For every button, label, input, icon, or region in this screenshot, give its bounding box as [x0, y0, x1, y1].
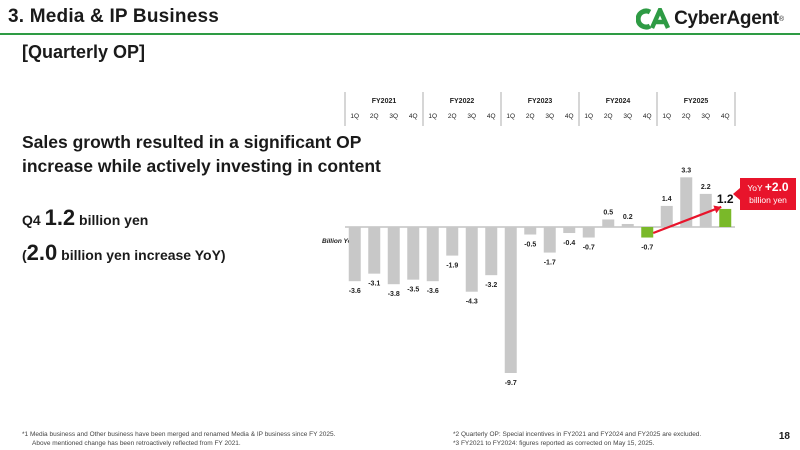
q4-yoy-result: (2.0 billion yen increase YoY): [22, 240, 226, 266]
quarter-label: 2Q: [682, 113, 691, 120]
quarter-label: 4Q: [409, 113, 418, 120]
footnote-right: *2 Quarterly OP: Special incentives in F…: [453, 430, 701, 448]
section-title: [Quarterly OP]: [22, 42, 146, 62]
badge-line-1: YoY +2.0: [740, 181, 796, 194]
company-logo: CyberAgent ®: [636, 8, 784, 30]
bar: [485, 227, 498, 276]
footnote-left-line-1: *1 Media business and Other business hav…: [22, 431, 336, 438]
yoy-badge: YoY +2.0 billion yen: [733, 178, 796, 210]
data-label: -1.9: [446, 263, 458, 270]
quarter-label: 4Q: [565, 113, 574, 120]
quarter-label: 1Q: [584, 113, 593, 120]
current-value-label: 1.2: [717, 192, 734, 206]
yoy-arrow-line: [652, 205, 722, 235]
bar: [446, 227, 459, 256]
title-divider: [0, 33, 800, 35]
q4-suffix: billion yen: [75, 212, 149, 228]
quarter-label: 3Q: [389, 113, 398, 120]
fiscal-year-label: FY2023: [528, 98, 553, 105]
quarter-label: 4Q: [721, 113, 730, 120]
badge-line-2: billion yen: [749, 195, 787, 205]
data-label: -3.2: [485, 282, 497, 289]
quarter-label: 2Q: [526, 113, 535, 120]
bar: [524, 227, 537, 235]
q4-value: 1.2: [44, 205, 76, 230]
quarter-label: 1Q: [350, 113, 359, 120]
bar: [621, 223, 634, 227]
footnote-right-line-2: *3 FY2021 to FY2024: figures reported as…: [453, 440, 655, 447]
badge-prefix: YoY: [747, 183, 765, 193]
data-label: 0.2: [623, 214, 633, 221]
yoy-arrow-head: [713, 205, 722, 214]
q4-prefix: Q4: [22, 212, 45, 228]
quarter-label: 2Q: [604, 113, 613, 120]
data-label: 0.5: [603, 209, 613, 216]
logo-text: CyberAgent: [674, 8, 779, 29]
data-label: -0.4: [563, 240, 575, 247]
logo-registered-mark: ®: [778, 15, 784, 23]
bar: [699, 193, 712, 227]
data-label: -3.1: [368, 281, 380, 288]
quarter-label: 3Q: [701, 113, 710, 120]
quarter-label: 2Q: [448, 113, 457, 120]
data-label: 3.3: [681, 167, 691, 174]
quarter-label: 3Q: [467, 113, 476, 120]
bar: [504, 227, 517, 373]
data-label: -3.6: [349, 288, 361, 295]
bar: [465, 227, 478, 292]
quarter-label: 1Q: [506, 113, 515, 120]
quarter-label: 1Q: [662, 113, 671, 120]
yoy-open: (: [22, 247, 27, 263]
bar: [660, 205, 673, 227]
bar: [407, 227, 420, 280]
cyberagent-logo-icon: [636, 8, 671, 30]
fiscal-year-label: FY2021: [372, 98, 397, 105]
bar: [641, 227, 654, 238]
bar: [602, 219, 615, 227]
bar: [426, 227, 439, 282]
bar: [348, 227, 361, 282]
q4-result: Q4 1.2 billion yen: [22, 205, 148, 231]
data-label: -4.3: [466, 299, 478, 306]
data-label: 1.4: [662, 196, 672, 203]
page-number: 18: [778, 431, 790, 442]
fiscal-year-label: FY2024: [606, 98, 631, 105]
unit-label: Billion Yen: [322, 238, 355, 245]
yoy-value: 2.0: [26, 240, 58, 265]
quarter-label: 3Q: [623, 113, 632, 120]
bar: [582, 227, 595, 238]
data-label: 2.2: [701, 184, 711, 191]
data-label: -3.8: [388, 291, 400, 298]
bar: [368, 227, 381, 274]
headline-line-2: increase while actively investing in con…: [22, 156, 381, 176]
quarter-label: 2Q: [370, 113, 379, 120]
bar: [543, 227, 556, 253]
data-label: -9.7: [505, 380, 517, 387]
fiscal-year-label: FY2025: [684, 98, 709, 105]
data-label: -0.5: [524, 242, 536, 249]
fiscal-year-label: FY2022: [450, 98, 475, 105]
headline-line-1: Sales growth resulted in a significant O…: [22, 132, 362, 152]
bar: [680, 177, 693, 227]
data-label: -1.7: [544, 260, 556, 267]
bar: [563, 227, 576, 234]
quarter-label: 3Q: [545, 113, 554, 120]
data-label: -0.7: [583, 245, 595, 252]
quarter-label: 4Q: [643, 113, 652, 120]
footnote-left: *1 Media business and Other business hav…: [22, 430, 335, 448]
footnote-right-line-1: *2 Quarterly OP: Special incentives in F…: [453, 431, 702, 438]
bar: [387, 227, 400, 285]
headline: Sales growth resulted in a significant O…: [22, 130, 442, 178]
data-label: -3.6: [427, 288, 439, 295]
data-label: -3.5: [407, 287, 419, 294]
badge-value: +2.0: [764, 180, 789, 194]
page-title: 3. Media & IP Business: [8, 6, 220, 27]
quarter-label: 4Q: [487, 113, 496, 120]
bar: [719, 208, 732, 227]
footnote-left-line-2: Above mentioned change has been retroact…: [32, 440, 241, 447]
quarter-label: 1Q: [428, 113, 437, 120]
yoy-suffix: billion yen increase YoY): [57, 247, 226, 263]
data-label: -0.7: [641, 245, 653, 252]
